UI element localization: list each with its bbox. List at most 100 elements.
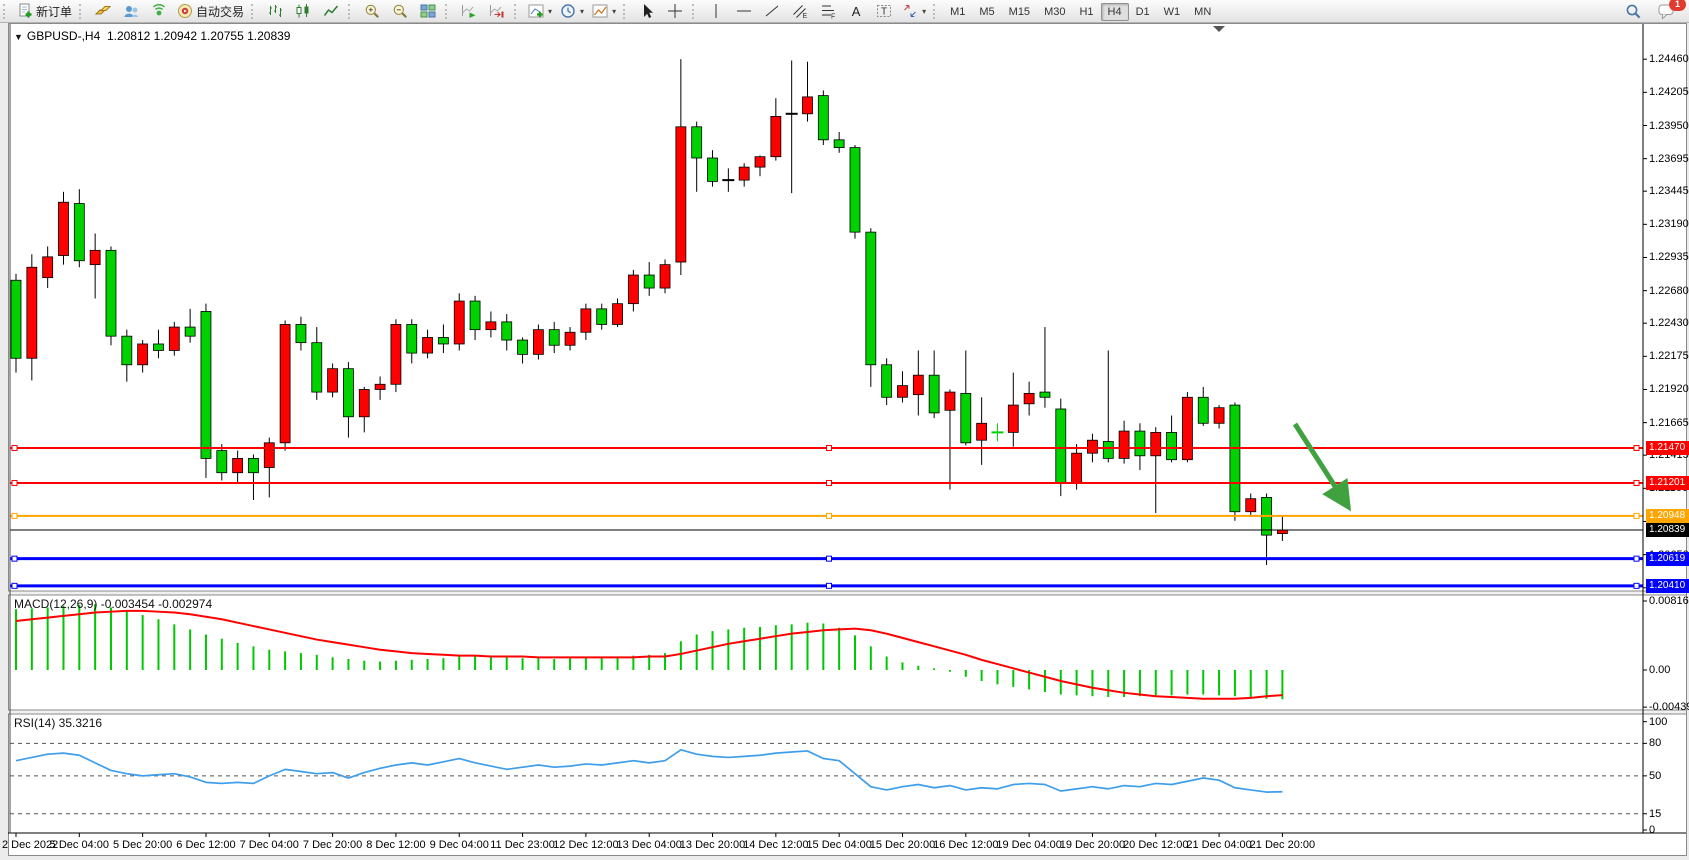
chart-shift-button[interactable] [483,0,511,22]
price-line-badge: 1.20410 [1646,578,1689,593]
cursor-button[interactable] [633,0,661,22]
bar-chart-icon [269,5,283,17]
timeframe-M30[interactable]: M30 [1044,6,1066,18]
rsi-tick-label: 0 [1649,824,1656,836]
time-axis-label: 6 Dec 12:00 [176,839,236,851]
market-button[interactable] [89,0,117,22]
zoom-in-button[interactable] [358,0,386,22]
signal-icon [153,4,166,16]
macd-histogram [15,604,1284,700]
time-axis-label: 19 Dec 04:00 [996,839,1062,851]
channel-button[interactable]: E [786,0,814,22]
timeframe-M1[interactable]: M1 [950,6,966,18]
trend-arrow-annotation[interactable] [1292,422,1352,512]
dropdown-caret: ▾ [580,6,585,16]
toolbar: 新订单 自动交易 ▾ ▾ [0,0,1689,23]
dropdown-caret: ▾ [548,6,553,16]
toolbar-grip[interactable] [348,3,354,19]
gold-ingot-icon [95,6,112,15]
toolbar-grip[interactable] [251,3,257,19]
chat-button[interactable]: 1 [1653,0,1686,22]
toolbar-grip[interactable] [514,3,520,19]
time-axis-label: 7 Dec 20:00 [302,839,363,851]
toolbar-grip[interactable] [3,3,9,19]
timeframe-D1[interactable]: D1 [1135,6,1150,18]
price-line-badge: 1.21470 [1646,441,1689,455]
timeframe-H4[interactable]: H4 [1100,3,1129,21]
timeframe-H1[interactable]: H1 [1079,6,1094,18]
time-axis-label: 13 Dec 04:00 [616,839,682,851]
time-axis-label: 21 Dec 20:00 [1249,839,1316,851]
text-label-icon: T [877,5,892,18]
trendline-button[interactable] [758,0,786,22]
text-button[interactable]: A [842,0,870,22]
macd-tick-label: 0.008166 [1649,594,1689,607]
price-tick-label: 1.24205 [1649,86,1689,99]
price-tick-label: 1.23190 [1649,218,1689,231]
price-tick-label: 1.22935 [1649,251,1689,264]
hline-1.21470[interactable] [10,445,1643,451]
tile-windows-icon [420,4,436,18]
time-axis-label: 16 Dec 12:00 [933,839,999,851]
toolbar-grip[interactable] [933,3,939,19]
time-axis-label: 21 Dec 04:00 [1186,839,1252,851]
price-tick-label: 1.22175 [1649,350,1689,363]
time-axis-label: 14 Dec 12:00 [743,839,809,851]
arrows-tool-button[interactable]: ▾ [898,0,930,22]
toolbar-grip[interactable] [445,3,451,19]
rsi-axis-ticks [1643,721,1647,831]
search-icon [1626,4,1640,18]
toolbar-grip[interactable] [692,3,698,19]
vertical-line-icon [715,4,717,18]
macd-axis-ticks [1643,600,1647,708]
price-line-badge: 1.20948 [1646,508,1689,523]
timeframe-MN[interactable]: MN [1194,6,1212,18]
crosshair-button[interactable] [661,0,689,22]
bar-chart-button[interactable] [261,0,289,22]
autotrade-button[interactable]: 自动交易 [173,0,248,22]
auto-scroll-button[interactable] [455,0,483,22]
zoom-out-button[interactable] [386,0,414,22]
indicators-button[interactable]: ▾ [524,0,556,22]
hline-1.20410[interactable] [10,582,1643,589]
price-tick-label: 1.23950 [1649,119,1689,132]
time-axis-label: 19 Dec 20:00 [1059,839,1126,851]
new-order-button[interactable]: 新订单 [13,0,76,22]
time-axis-label: 20 Dec 12:00 [1123,839,1189,851]
search-button[interactable] [1619,0,1647,22]
time-axis-label: 5 Dec 20:00 [112,839,173,851]
time-axis-label: 15 Dec 04:00 [806,839,872,851]
dropdown-caret: ▾ [922,6,927,16]
time-axis-label: 5 Dec 04:00 [49,839,109,851]
toolbar-grip[interactable] [623,3,629,19]
tile-windows-button[interactable] [414,0,442,22]
templates-button[interactable]: ▾ [588,0,620,22]
hline-1.21201[interactable] [10,479,1643,486]
zoom-out-icon [393,4,408,18]
timeframe-M5[interactable]: M5 [979,6,995,18]
chart-shift-marker[interactable] [1213,26,1225,32]
line-chart-button[interactable] [317,0,345,22]
hline-1.20948[interactable] [10,512,1643,519]
horizontal-line-button[interactable] [730,0,758,22]
svg-text:F: F [831,14,835,20]
candlestick-chart-button[interactable] [289,0,317,22]
candles [10,59,1288,566]
text-label-button[interactable]: T [870,0,898,22]
line-chart-icon [323,5,339,16]
vertical-line-button[interactable] [702,0,730,22]
clock-icon [561,4,575,18]
community-button[interactable] [117,0,145,22]
signals-button[interactable] [145,0,173,22]
periods-button[interactable]: ▾ [556,0,588,22]
template-icon [592,4,608,18]
dropdown-caret: ▾ [612,6,617,16]
rsi-tick-label: 50 [1649,769,1662,782]
toolbar-grip[interactable] [79,3,85,19]
fibonacci-button[interactable]: F [814,0,842,22]
equidistant-channel-icon: E [793,5,808,19]
timeframe-M15[interactable]: M15 [1008,6,1031,18]
hline-1.20619[interactable] [10,555,1643,562]
timeframe-W1[interactable]: W1 [1163,6,1181,18]
time-axis-ticks [15,833,1283,837]
